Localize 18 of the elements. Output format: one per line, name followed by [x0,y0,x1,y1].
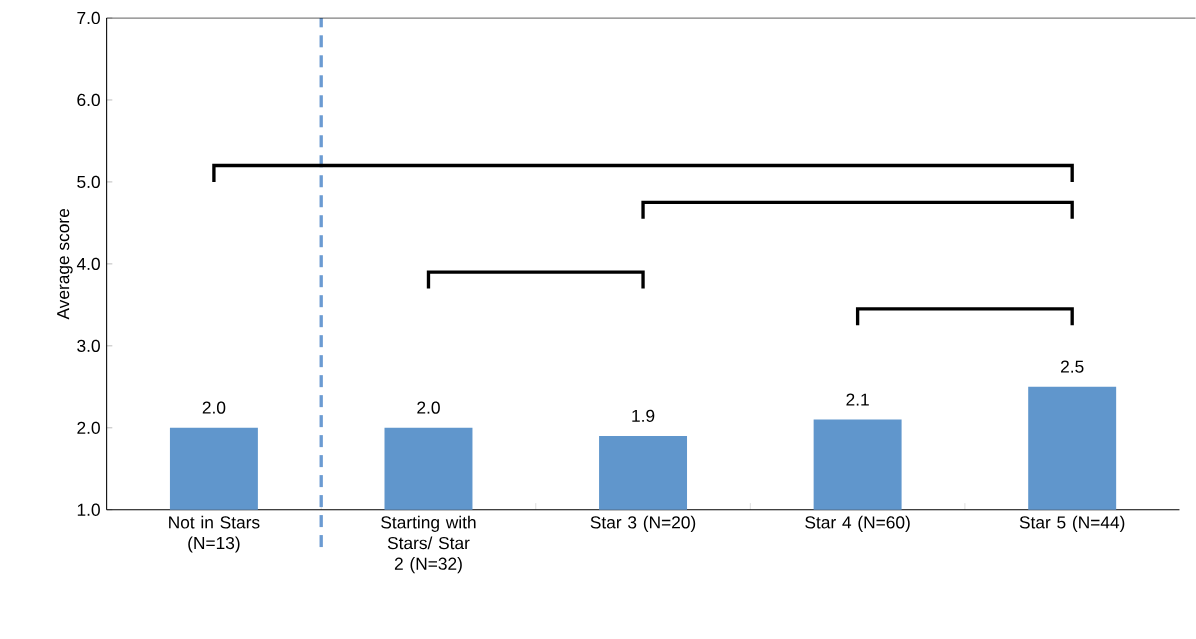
x-tick-label: Star 3 (N=20) [590,515,696,533]
y-tick-label: 5.0 [77,175,100,189]
y-tick-label: 7.0 [77,12,100,25]
y-tick-label: 1.0 [77,503,100,517]
y-axis-title: Average score [57,209,73,320]
data-label: 1.9 [632,409,655,423]
x-tick-label: Star 5 (N=44) [1019,515,1125,533]
y-tick-label: 2.0 [77,421,100,435]
x-tick-label: Not in Stars (N=13) [169,515,260,553]
x-tick-label: Starting with Stars/ Star 2 (N=32) [381,515,476,574]
data-label: 2.5 [1061,360,1084,373]
data-label: 2.0 [417,401,440,414]
data-label: 2.0 [202,401,226,414]
y-tick-label: 6.0 [77,93,100,107]
y-tick-label: 4.0 [76,257,100,271]
data-label: 2.1 [846,393,869,406]
x-tick-label: Star 4 (N=60) [805,515,910,533]
y-tick-label: 3.0 [77,339,100,353]
